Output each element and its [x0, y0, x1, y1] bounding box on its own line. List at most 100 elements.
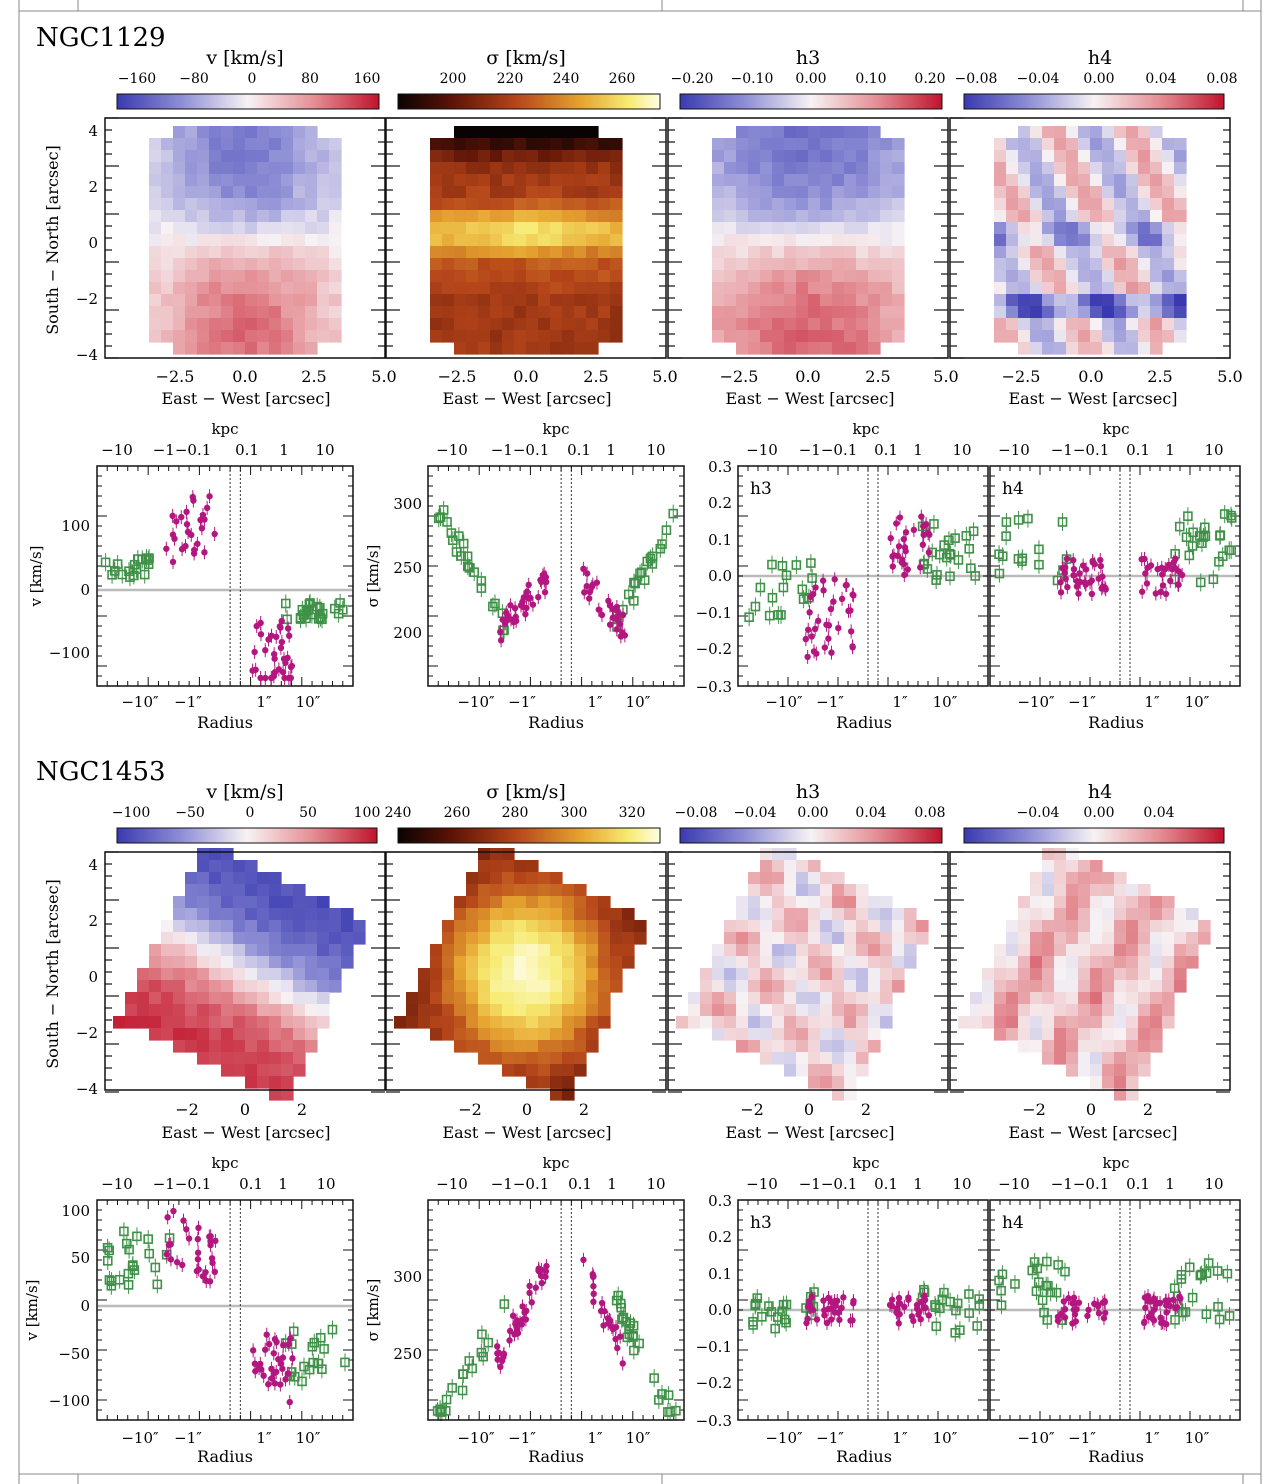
map-pixel: [454, 258, 467, 271]
map-pixel: [622, 920, 635, 933]
ifu-point: [920, 531, 927, 539]
map-pixel: [257, 294, 270, 307]
map-pixel: [1174, 186, 1187, 199]
map-pixel: [478, 150, 491, 163]
ifu-point: [597, 1307, 605, 1315]
map-pixel: [574, 884, 587, 897]
map-pixel: [1006, 1028, 1019, 1041]
map-pixel: [958, 1016, 971, 1029]
colorbar-tick: 50: [299, 805, 317, 821]
map-pixel: [466, 258, 479, 271]
map-pixel: [502, 138, 515, 151]
map-pixel: [1018, 282, 1031, 295]
map-pixel: [1042, 920, 1055, 933]
map-pixel: [245, 872, 258, 885]
map-pixel: [820, 932, 833, 945]
map-pixel: [442, 1028, 455, 1041]
map-pixel: [233, 282, 246, 295]
map-pixel: [856, 186, 869, 199]
map-pixel: [820, 126, 833, 139]
colorbar-tick: 0.04: [1145, 71, 1176, 87]
map-pixel: [197, 210, 210, 223]
map-pixel: [466, 896, 479, 909]
longslit-point: [477, 1329, 487, 1340]
map-x-tick: 2: [1143, 1100, 1153, 1119]
map-y-tick: 0: [88, 968, 98, 986]
map-pixel: [820, 198, 833, 211]
map-pixel: [209, 138, 222, 151]
map-pixel: [586, 980, 599, 993]
map-pixel: [430, 282, 443, 295]
map-pixel: [562, 330, 575, 343]
map-pixel: [233, 138, 246, 151]
map-pixel: [430, 174, 443, 187]
map-pixel: [856, 932, 869, 945]
map-pixel: [904, 944, 917, 957]
map-pixel: [880, 270, 893, 283]
map-pixel: [748, 294, 761, 307]
map-pixel: [832, 330, 845, 343]
map-pixel: [442, 992, 455, 1005]
map-pixel: [329, 956, 342, 969]
map-pixel: [454, 944, 467, 957]
colorbar-tick: 0.04: [855, 805, 886, 821]
ifu-point: [532, 1284, 540, 1291]
map-pixel: [430, 992, 443, 1005]
map-pixel: [904, 908, 917, 921]
map-pixel: [1078, 980, 1091, 993]
kpc-ticks: −10 −1−0.1 0.1 1 10: [998, 441, 1223, 459]
longslit-point: [642, 556, 653, 567]
radius-tick: 10″: [933, 693, 958, 711]
map-pixel: [149, 270, 162, 283]
radius-label: Radius: [528, 1447, 584, 1466]
map-pixel: [293, 162, 306, 175]
map-pixel: [442, 210, 455, 223]
map-pixel: [245, 234, 258, 247]
map-pixel: [808, 968, 821, 981]
map-pixel: [880, 282, 893, 295]
map-pixel: [808, 330, 821, 343]
map-pixel: [760, 126, 773, 139]
longslit-point: [806, 558, 816, 568]
map-pixel: [1090, 246, 1103, 259]
ifu-point: [838, 595, 846, 603]
radius-tick: 1″: [1144, 1429, 1160, 1447]
profile-plot: [427, 1199, 685, 1421]
map-pixel: [550, 246, 563, 259]
map-pixel: [526, 908, 539, 921]
kpc-tick: 0.1: [568, 1175, 592, 1193]
map-pixel: [430, 1028, 443, 1041]
map-pixel: [796, 210, 809, 223]
ifu-point: [543, 1262, 550, 1270]
map-pixel: [1174, 932, 1187, 945]
map-pixel: [1174, 282, 1187, 295]
map-pixel: [514, 872, 527, 885]
ifu-point: [583, 582, 591, 590]
map-pixel: [173, 318, 186, 331]
map-pixel: [712, 282, 725, 295]
map-panel: σ [km/s] 200 220 240 260: [385, 47, 667, 359]
map-pixel: [1186, 944, 1199, 957]
profile-panel: kpc −10 −1−0.1 0.1 1 10 −10″ −1″ 1″ 10″ …: [696, 1154, 989, 1466]
map-pixel: [478, 246, 491, 259]
map-pixel: [185, 342, 198, 355]
map-pixel: [197, 896, 210, 909]
map-pixel: [1018, 126, 1031, 139]
map-pixel: [173, 330, 186, 343]
map-pixel: [748, 318, 761, 331]
map-pixel: [538, 258, 551, 271]
map-pixel: [832, 956, 845, 969]
map-pixel: [1186, 908, 1199, 921]
map-pixel: [796, 908, 809, 921]
kpc-tick: −1−0.1: [1051, 1175, 1110, 1193]
map-pixel: [610, 306, 623, 319]
map-pixel: [1126, 210, 1139, 223]
map-pixel: [538, 932, 551, 945]
map-pixel: [796, 980, 809, 993]
map-pixel: [586, 992, 599, 1005]
map-pixel: [514, 908, 527, 921]
map-pixel: [994, 258, 1007, 271]
map-pixel: [233, 1040, 246, 1053]
map-pixel: [748, 258, 761, 271]
map-x-tick: −2.5: [720, 367, 759, 386]
